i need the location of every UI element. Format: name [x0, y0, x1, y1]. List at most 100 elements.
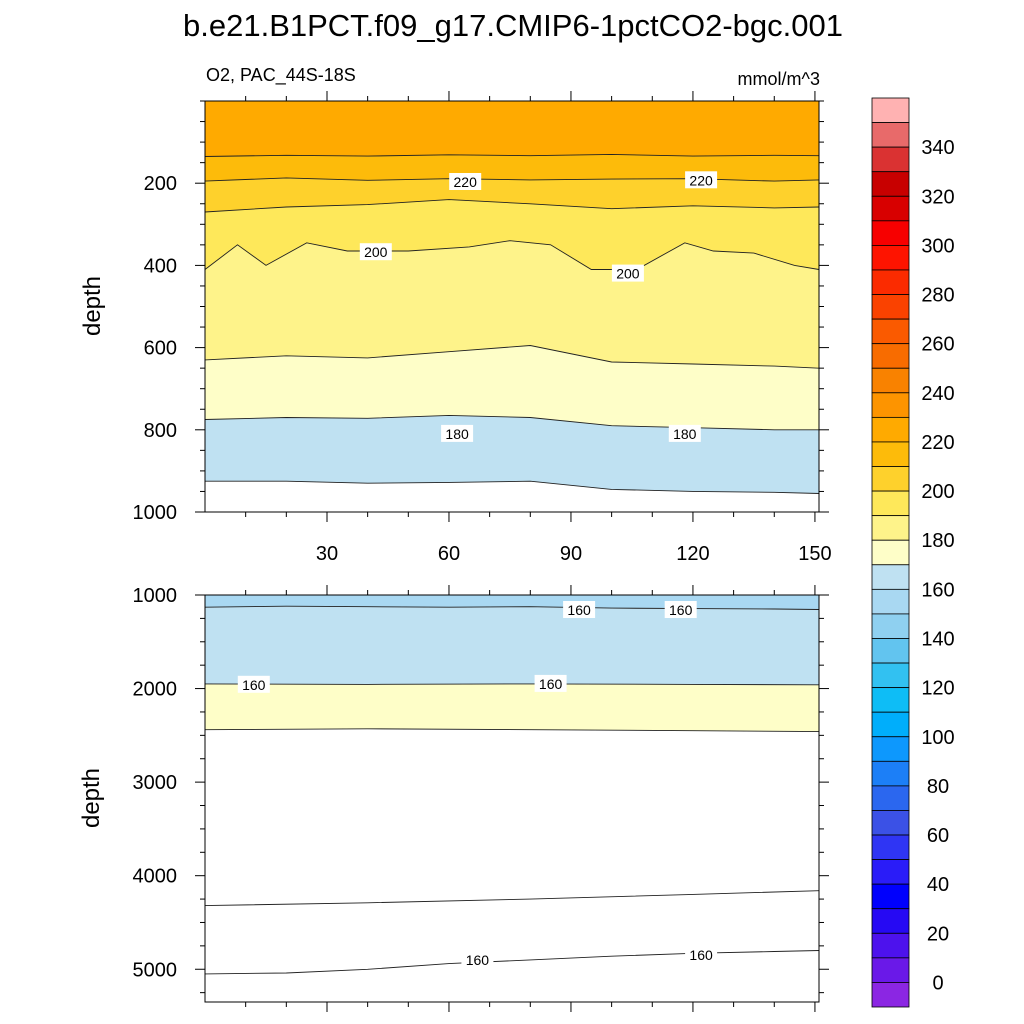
y-tick-label: 400	[144, 255, 177, 277]
colorbar-label: 80	[927, 776, 949, 798]
contour-band	[205, 345, 819, 430]
contour-label-bg	[611, 264, 644, 282]
contour-label: 220	[685, 171, 718, 189]
colorbar-box	[871, 785, 910, 811]
colorbar-box	[871, 883, 910, 910]
upper-axis-ticks: 30 60 90 120 150 200 400 600 800 1000	[133, 91, 832, 565]
contour-label: 180	[668, 424, 701, 442]
colorbar-box	[871, 490, 910, 517]
colorbar-label: 60	[927, 825, 949, 847]
upper-panel: 220 220 200 200 180 180 30 60 90 120 150 200 400 600…	[79, 91, 832, 565]
contour-band	[205, 481, 819, 512]
contour-label: 200	[359, 243, 392, 261]
colorbar-label: 180	[921, 530, 954, 552]
contour-label-text: 160	[567, 602, 591, 618]
upper-y-axis-label: depth	[79, 276, 106, 336]
colorbar-labels: 3403203002802602402202001801601401201008…	[921, 137, 954, 994]
contour-label: 220	[449, 173, 482, 190]
contour-label-text: 220	[454, 174, 478, 190]
contour-band	[205, 154, 819, 182]
contour-band	[205, 606, 819, 685]
y-tick-label: 800	[144, 420, 177, 442]
contour-band	[205, 683, 819, 732]
y-tick-label: 600	[144, 338, 177, 360]
colorbar-box	[871, 539, 910, 566]
colorbar-box	[871, 982, 910, 1008]
colorbar-box	[871, 957, 910, 983]
colorbar-box	[871, 588, 910, 615]
contour-line	[204, 683, 820, 686]
contour-band	[205, 101, 819, 157]
colorbar-box	[871, 220, 910, 246]
contour-line	[204, 240, 820, 270]
colorbar-box	[871, 711, 910, 738]
colorbar-box	[871, 810, 910, 836]
colorbar-box	[871, 146, 910, 173]
colorbar-box	[871, 269, 910, 295]
colorbar-box	[871, 343, 910, 369]
contour-label-bg	[461, 950, 494, 968]
y-tick-label: 3000	[133, 772, 178, 794]
contour-label-text: 200	[616, 266, 640, 282]
contour-line	[204, 345, 820, 369]
contour-label-bg	[534, 674, 567, 692]
contour-label-bg	[441, 424, 474, 442]
contour-label-text: 220	[689, 172, 713, 188]
colorbar-box	[871, 564, 910, 590]
contour-label: 160	[685, 946, 718, 964]
contour-label-bg	[668, 424, 701, 442]
contour-label-bg	[664, 601, 697, 618]
contour-line	[204, 890, 820, 907]
colorbar-box	[871, 736, 910, 762]
contour-label-bg	[563, 601, 596, 618]
panel-units-label: mmol/m^3	[738, 69, 820, 89]
colorbar-box	[871, 195, 910, 222]
contour-band	[205, 240, 819, 369]
contour-label-text: 160	[539, 676, 563, 692]
colorbar-label: 140	[921, 629, 954, 651]
contour-line	[204, 605, 820, 610]
contour-line	[204, 728, 820, 733]
colorbar-label: 160	[921, 579, 954, 601]
colorbar-box	[871, 859, 910, 885]
y-tick-label: 1000	[133, 502, 178, 524]
contour-band	[205, 728, 819, 906]
lower-y-axis-label: depth	[78, 768, 105, 828]
contour-label-text: 160	[689, 947, 713, 963]
colorbar-label: 260	[921, 334, 954, 356]
colorbar-box	[871, 122, 910, 148]
colorbar-box	[871, 367, 910, 394]
contour-line	[204, 177, 820, 182]
colorbar: 3403203002802602402202001801601401201008…	[871, 97, 955, 1008]
colorbar-box	[871, 97, 910, 123]
colorbar-box	[871, 760, 910, 787]
upper-contour-labels: 220 220 200 200 180 180	[359, 171, 718, 442]
y-tick-label: 4000	[133, 866, 178, 888]
colorbar-label: 280	[921, 285, 954, 307]
colorbar-box	[871, 638, 910, 664]
colorbar-box	[871, 908, 910, 934]
colorbar-label: 320	[921, 186, 954, 208]
colorbar-box	[871, 392, 910, 418]
x-tick-label: 120	[676, 543, 709, 565]
colorbar-label: 100	[921, 727, 954, 749]
x-tick-label: 30	[316, 543, 338, 565]
colorbar-box	[871, 294, 910, 320]
colorbar-label: 340	[921, 137, 954, 159]
contour-label-bg	[449, 173, 482, 190]
colorbar-label: 0	[932, 972, 943, 994]
contour-label-text: 160	[242, 677, 266, 693]
colorbar-box	[871, 515, 910, 541]
lower-plot-frame	[204, 594, 820, 1003]
contour-label-text: 200	[364, 244, 388, 260]
x-tick-label: 150	[798, 543, 831, 565]
colorbar-boxes	[871, 97, 910, 1008]
contour-label-bg	[359, 243, 392, 261]
colorbar-label: 20	[927, 923, 949, 945]
colorbar-box	[871, 932, 910, 959]
x-tick-label: 60	[438, 543, 460, 565]
colorbar-box	[871, 687, 910, 713]
y-tick-label: 2000	[133, 679, 178, 701]
